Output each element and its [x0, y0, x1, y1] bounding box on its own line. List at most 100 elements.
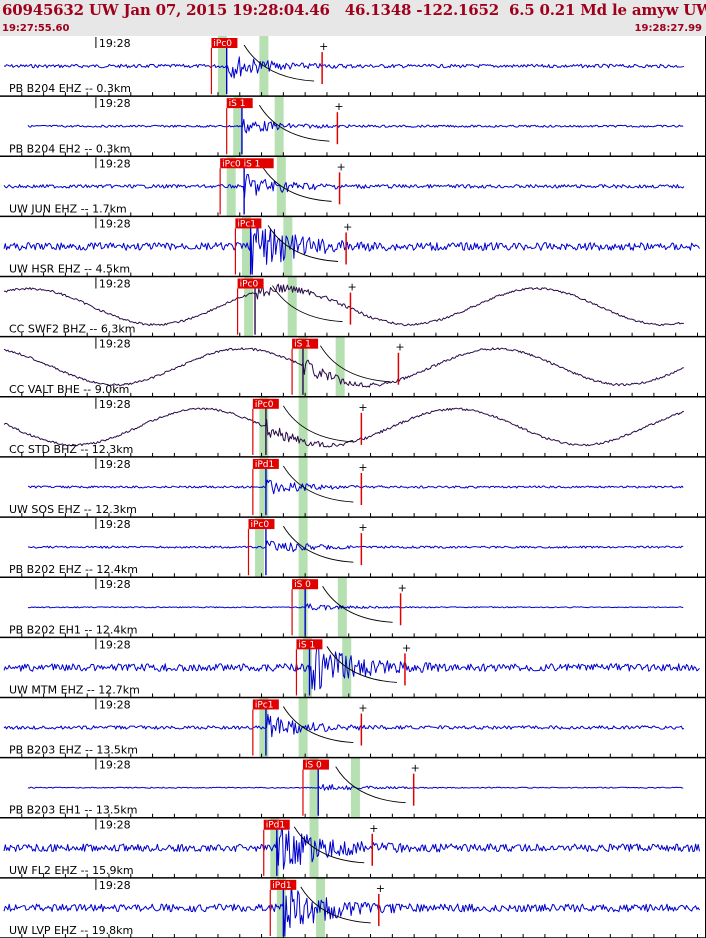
- pick-label: iPd1: [266, 821, 285, 831]
- waveform-trace: [3, 174, 685, 198]
- pick-flag: [252, 699, 279, 710]
- minute-label: 19:28: [99, 157, 131, 170]
- waveform-trace: [3, 713, 685, 738]
- waveform-trace: [28, 540, 684, 553]
- pick-label: iS 1: [298, 640, 315, 650]
- pick-flag: [252, 398, 279, 409]
- minute-label: 19:28: [99, 338, 131, 351]
- minute-label: 19:28: [99, 97, 131, 110]
- pick-label: iS 0: [305, 761, 322, 771]
- coda-curve: [326, 646, 397, 683]
- window-end-time: 19:28:27.99: [634, 23, 702, 34]
- pick-flag: [292, 338, 319, 349]
- pick-flag: [237, 278, 264, 289]
- pick-flag: [220, 158, 274, 169]
- coda-plus-mark: +: [334, 100, 343, 113]
- coda-curve: [282, 706, 354, 744]
- minute-label: 19:28: [99, 578, 131, 591]
- minute-label: 19:28: [99, 398, 131, 411]
- minute-label: 19:28: [99, 698, 131, 711]
- coda-curve: [300, 886, 371, 924]
- pick-label: iPc1: [237, 219, 256, 229]
- pick-label: iS 1: [294, 340, 311, 350]
- waveform-trace: [3, 347, 684, 388]
- pick-label: iPd1: [272, 881, 291, 891]
- coda-plus-mark: +: [402, 641, 411, 654]
- pick-label: iPc0 iS 1: [222, 159, 260, 169]
- coda-plus-mark: +: [376, 882, 385, 895]
- pick-flag: [292, 579, 319, 590]
- coda-curve: [258, 104, 330, 142]
- pick-label: iPc0: [213, 39, 232, 49]
- pick-flag: [252, 458, 279, 469]
- minute-label: 19:28: [99, 278, 131, 291]
- coda-curve: [261, 165, 332, 202]
- station-label: CC STD BHZ -- 12.3km: [9, 443, 133, 456]
- coda-curve: [320, 345, 391, 383]
- p-window-band: [302, 637, 312, 698]
- station-label: UW JUN EHZ -- 1.7km: [9, 202, 127, 215]
- station-label: UW FL2 EHZ -- 15.9km: [9, 864, 134, 877]
- station-label: UW HSR EHZ -- 4.5km: [9, 263, 130, 276]
- station-label: UW LVP EHZ -- 19.8km: [9, 924, 133, 937]
- coda-curve: [282, 525, 354, 563]
- station-label: UW MTM EHZ -- 12.7km: [9, 683, 140, 696]
- minute-label: 19:28: [99, 879, 131, 892]
- pick-flag: [302, 759, 329, 770]
- event-summary-title: 60945632 UW Jan 07, 2015 19:28:04.46 46.…: [2, 1, 706, 19]
- coda-plus-mark: +: [358, 702, 367, 715]
- waveform-trace: [3, 407, 684, 448]
- seismogram-panel: 19:28 + iPc0 PB B204 EHZ -- 0.3km 19:28 + iS 1…: [0, 36, 706, 938]
- coda-plus-mark: +: [319, 40, 328, 53]
- station-label: PB B204 EHZ -- 0.3km: [9, 82, 131, 95]
- waveform-trace: [3, 882, 700, 937]
- minute-label: 19:28: [99, 37, 131, 50]
- waveform-trace: [3, 56, 685, 79]
- minute-label: 19:28: [99, 518, 131, 531]
- waveform-trace: [3, 283, 684, 327]
- station-label: PB B202 EHZ -- 12.4km: [9, 563, 138, 576]
- pick-flag: [226, 98, 253, 109]
- coda-plus-mark: +: [358, 521, 367, 534]
- window-start-time: 19:27:55.60: [2, 23, 70, 34]
- station-label: CC VALT BHE -- 9.0km: [9, 383, 129, 396]
- coda-plus-mark: +: [347, 281, 356, 294]
- pick-flag: [235, 218, 262, 229]
- pick-flag: [296, 639, 323, 650]
- coda-plus-mark: +: [358, 401, 367, 414]
- pick-flag: [248, 519, 275, 530]
- coda-curve: [322, 585, 393, 623]
- coda-plus-mark: +: [358, 461, 367, 474]
- waveform-trace: [27, 118, 684, 134]
- pick-label: iS 1: [229, 99, 246, 109]
- station-label: UW SOS EHZ -- 12.3km: [9, 503, 137, 516]
- waveform-trace: [3, 218, 700, 275]
- p-window-band: [259, 396, 269, 457]
- station-label: PB B203 EHZ -- 13.5km: [9, 744, 138, 757]
- coda-plus-mark: +: [398, 581, 407, 594]
- waveform-trace: [27, 603, 684, 611]
- p-window-band: [244, 276, 254, 337]
- coda-plus-mark: +: [369, 822, 378, 835]
- pick-flag: [263, 819, 290, 830]
- pick-flag: [211, 38, 238, 48]
- coda-curve: [267, 225, 339, 262]
- coda-plus-mark: +: [395, 341, 404, 354]
- pick-label: iPd1: [255, 460, 274, 470]
- pick-label: iPc0: [250, 520, 269, 530]
- p-window-band: [276, 877, 286, 938]
- minute-label: 19:28: [99, 759, 131, 772]
- pick-label: iPc0: [240, 280, 259, 290]
- waveform-trace: [3, 820, 700, 870]
- coda-curve: [243, 44, 315, 82]
- station-label: PB B202 EH1 -- 12.4km: [9, 623, 137, 636]
- p-window-band: [255, 517, 265, 578]
- coda-plus-mark: +: [411, 762, 420, 775]
- pick-flag: [270, 879, 297, 890]
- minute-label: 19:28: [99, 217, 131, 230]
- event-header: 60945632 UW Jan 07, 2015 19:28:04.46 46.…: [0, 0, 706, 36]
- station-label: PB B204 EH2 -- 0.3km: [9, 142, 130, 155]
- coda-curve: [282, 465, 354, 503]
- pick-label: iPc1: [255, 700, 274, 710]
- waveform-trace: [27, 479, 684, 495]
